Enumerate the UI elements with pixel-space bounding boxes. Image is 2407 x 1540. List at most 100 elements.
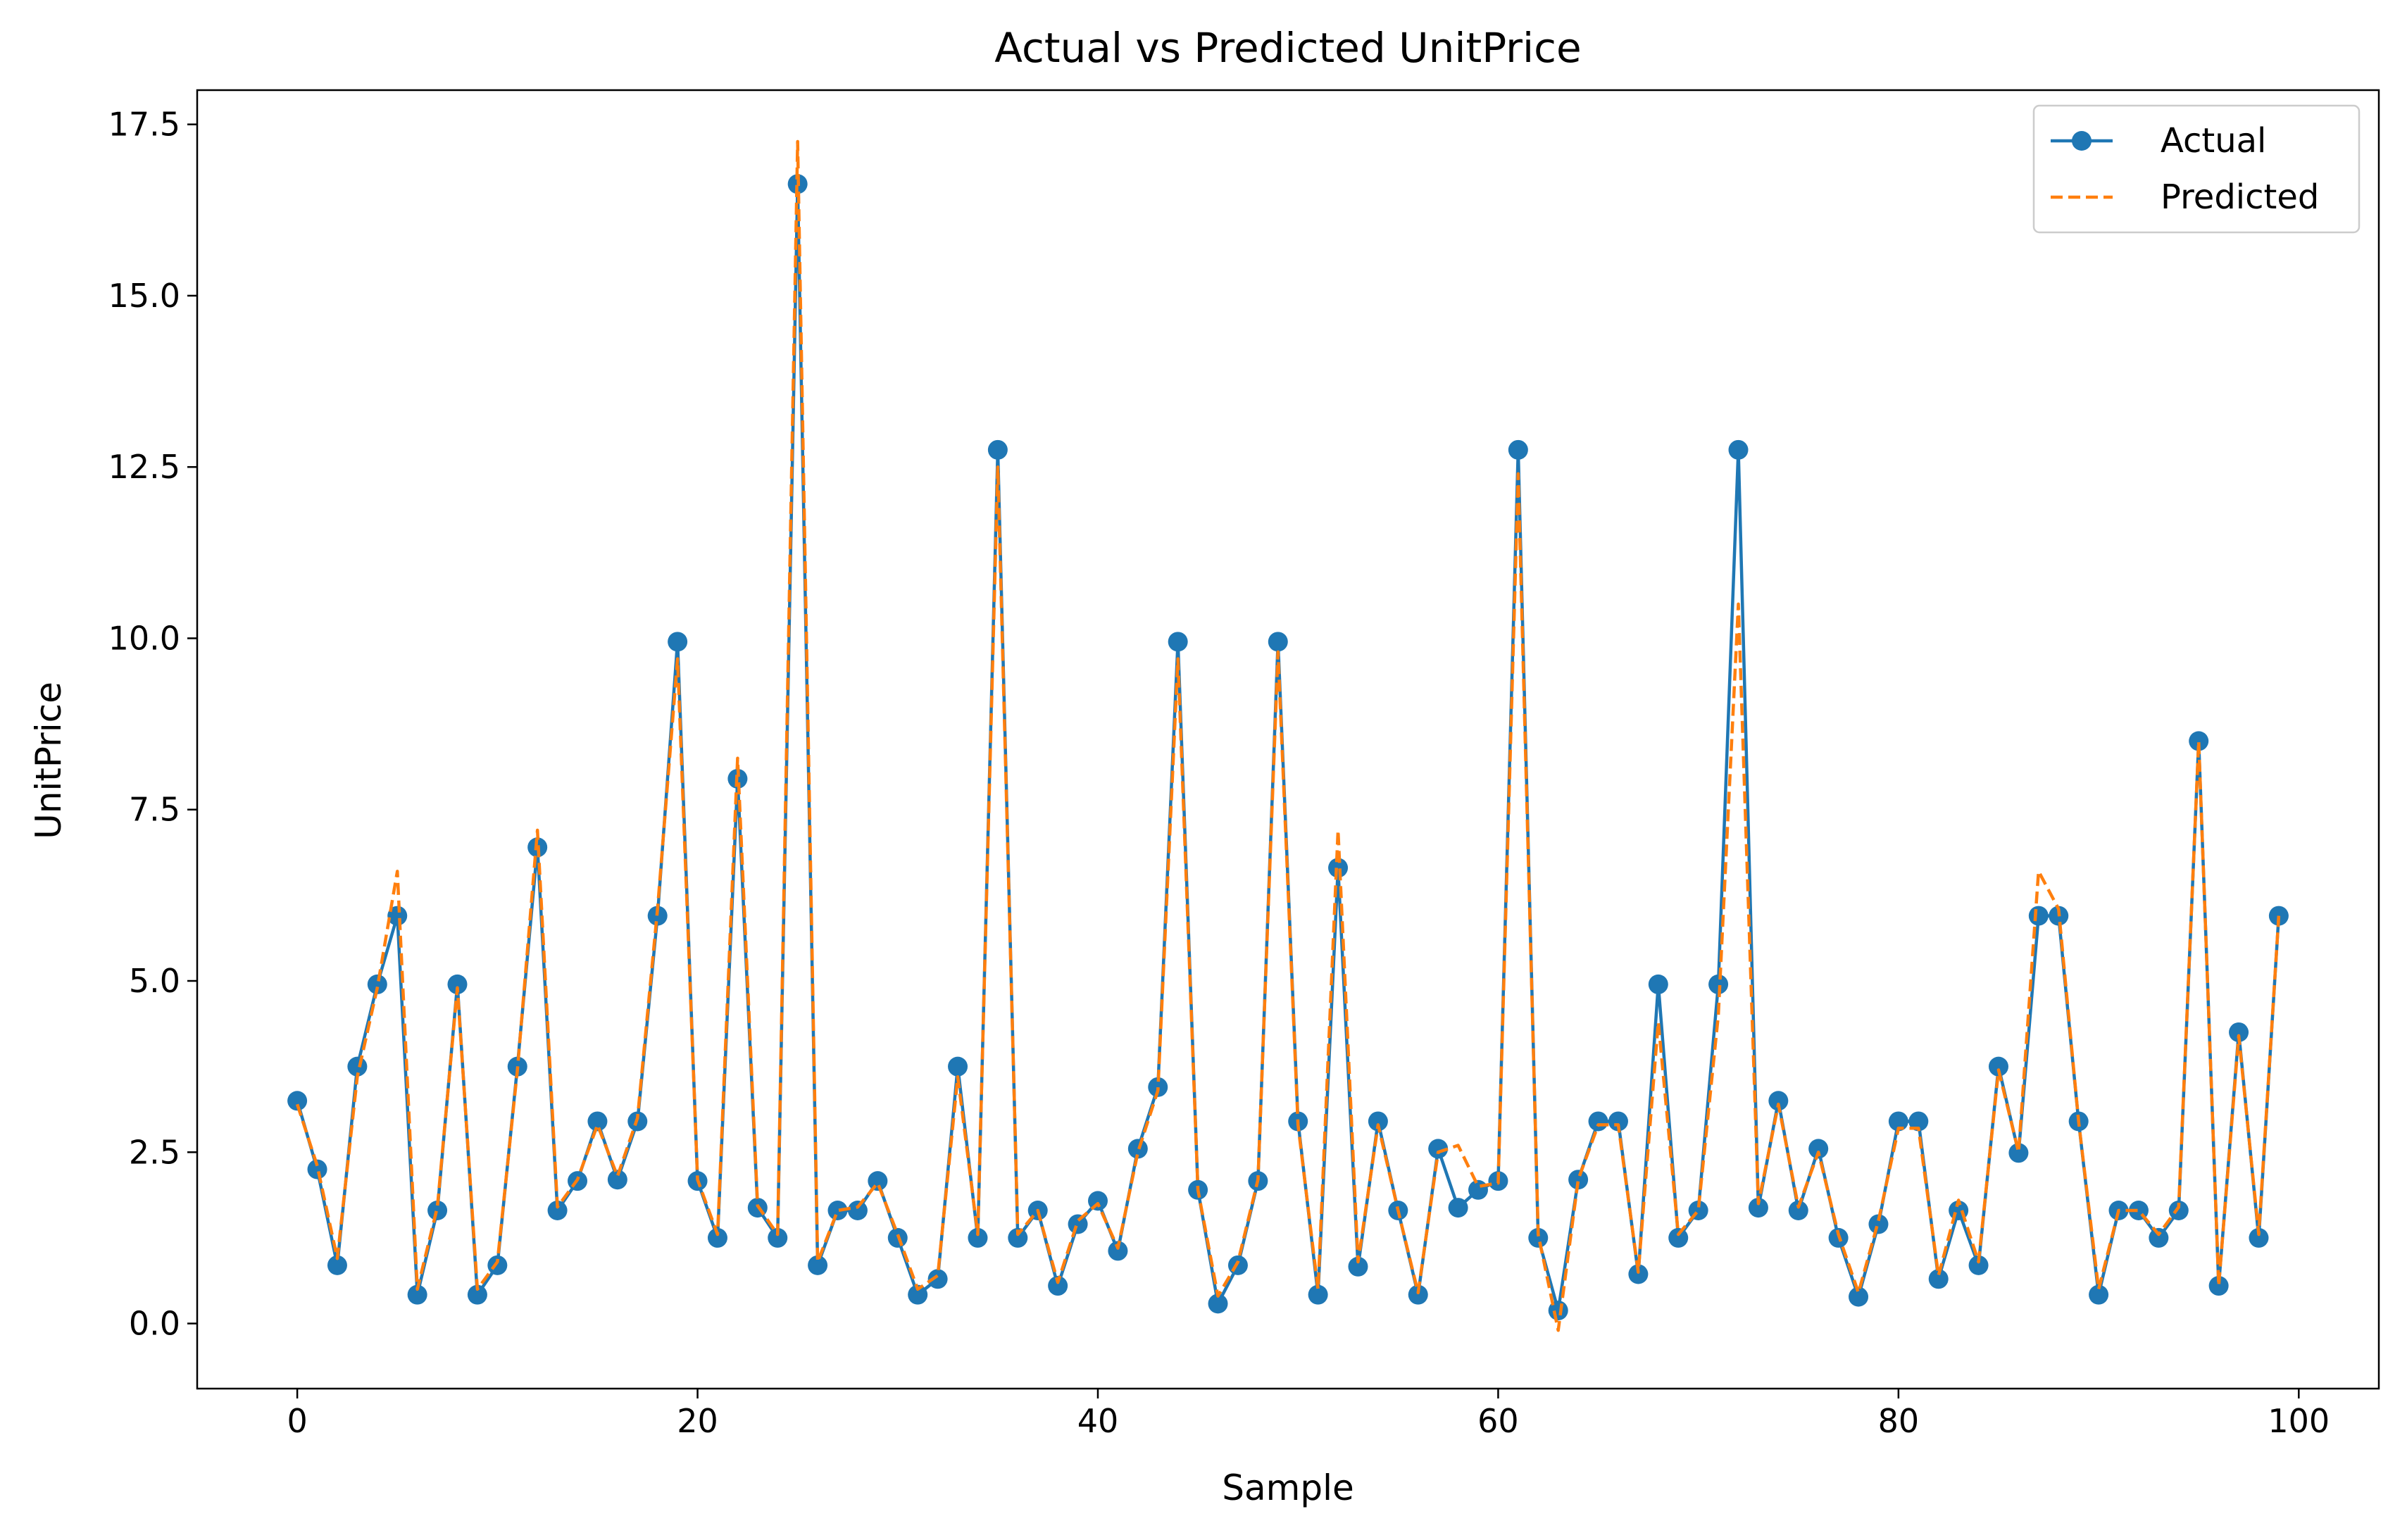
actual-point — [1448, 1198, 1468, 1218]
actual-point — [1108, 1241, 1128, 1261]
actual-point — [768, 1227, 788, 1248]
actual-point — [2208, 1276, 2229, 1296]
predicted-series-line — [295, 139, 2281, 1332]
actual-point — [1308, 1284, 1328, 1305]
actual-point — [1508, 439, 1528, 460]
y-tick-label: 5.0 — [129, 962, 180, 1000]
actual-point — [908, 1284, 928, 1305]
actual-point — [1988, 1056, 2008, 1077]
actual-point — [868, 1171, 888, 1191]
actual-point — [948, 1056, 968, 1077]
x-tick-label: 20 — [677, 1402, 718, 1440]
actual-point — [707, 1227, 727, 1248]
y-tick-label: 7.5 — [129, 791, 180, 829]
actual-point — [1808, 1139, 1829, 1159]
actual-point — [327, 1255, 347, 1275]
y-tick-label: 17.5 — [108, 106, 180, 144]
actual-point — [2168, 1200, 2189, 1220]
actual-point — [2229, 1022, 2249, 1042]
actual-point — [2028, 906, 2049, 926]
x-axis-title: Sample — [1222, 1467, 1353, 1508]
y-tick-label: 2.5 — [129, 1133, 180, 1171]
actual-point — [1268, 632, 1288, 652]
actual-point — [1768, 1091, 1789, 1111]
actual-point — [2189, 731, 2209, 751]
legend-predicted-label: Predicted — [2161, 177, 2319, 217]
actual-point — [1788, 1200, 1808, 1220]
actual-point — [927, 1269, 948, 1289]
actual-point — [1708, 974, 1729, 994]
actual-point — [1368, 1111, 1388, 1132]
x-tick-label: 100 — [2268, 1402, 2330, 1440]
actual-point — [1468, 1179, 1489, 1200]
actual-point — [607, 1170, 627, 1190]
plot-area: 0 20 40 60 80 100 0.0 2.5 5.0 7.5 10.0 12.5 15.0 17.5 — [108, 89, 2380, 1440]
actual-point — [1628, 1264, 1649, 1284]
y-tick-label: 0.0 — [129, 1305, 180, 1343]
actual-point — [1648, 974, 1668, 994]
actual-point — [2089, 1284, 2109, 1305]
actual-point — [1588, 1111, 1608, 1132]
x-tick-label: 80 — [1878, 1402, 1920, 1440]
actual-point — [467, 1284, 487, 1305]
y-tick-label: 10.0 — [108, 619, 180, 657]
actual-point — [307, 1159, 327, 1179]
actual-point — [2249, 1227, 2269, 1248]
actual-point — [387, 906, 408, 926]
actual-point — [1868, 1214, 1889, 1234]
actual-point — [1568, 1170, 1589, 1190]
actual-point — [1127, 1139, 1148, 1159]
actual-point — [1068, 1214, 1088, 1234]
actual-point — [367, 974, 387, 994]
actual-point — [1168, 632, 1188, 652]
x-tick-label: 0 — [287, 1402, 307, 1440]
actual-point — [1227, 1255, 1248, 1275]
actual-point — [968, 1227, 988, 1248]
actual-point — [1408, 1284, 1428, 1305]
actual-point — [668, 632, 688, 652]
actual-point — [1348, 1256, 1368, 1277]
legend-box — [2032, 104, 2361, 234]
actual-point — [647, 906, 668, 926]
actual-point — [1908, 1111, 1929, 1132]
legend-actual-label: Actual — [2161, 121, 2266, 161]
actual-point — [1048, 1276, 1068, 1296]
actual-point — [1208, 1294, 1228, 1314]
actual-point — [1849, 1287, 1869, 1307]
axes-frame — [196, 89, 2380, 1390]
actual-point — [1748, 1198, 1768, 1218]
y-tick-label: 12.5 — [108, 448, 180, 486]
actual-point — [1928, 1269, 1949, 1289]
actual-point — [1728, 439, 1749, 460]
actual-point — [287, 1091, 308, 1111]
actual-point — [447, 974, 468, 994]
actual-point — [2008, 1143, 2029, 1163]
actual-point — [427, 1200, 448, 1220]
actual-point — [808, 1255, 828, 1275]
actual-point — [587, 1111, 608, 1132]
actual-point — [1668, 1227, 1689, 1248]
y-tick-label: 15.0 — [108, 277, 180, 315]
actual-point — [847, 1200, 868, 1220]
legend: Actual Predicted — [2032, 104, 2361, 234]
x-tick-label: 60 — [1477, 1402, 1519, 1440]
actual-point — [1328, 858, 1349, 878]
actual-point — [1148, 1077, 1168, 1097]
actual-point — [987, 439, 1008, 460]
actual-point — [1968, 1255, 1989, 1275]
actual-point — [827, 1200, 848, 1220]
actual-point — [547, 1200, 568, 1220]
chart-title: Actual vs Predicted UnitPrice — [994, 24, 1581, 72]
actual-point — [1548, 1301, 1568, 1321]
actual-point — [1888, 1111, 1908, 1132]
legend-actual-marker — [2072, 131, 2092, 151]
y-axis-title: UnitPrice — [28, 682, 69, 839]
actual-point — [487, 1255, 508, 1275]
actual-point — [1528, 1227, 1549, 1248]
x-tick-label: 40 — [1077, 1402, 1119, 1440]
actual-point — [2149, 1227, 2169, 1248]
actual-point — [1008, 1227, 1028, 1248]
